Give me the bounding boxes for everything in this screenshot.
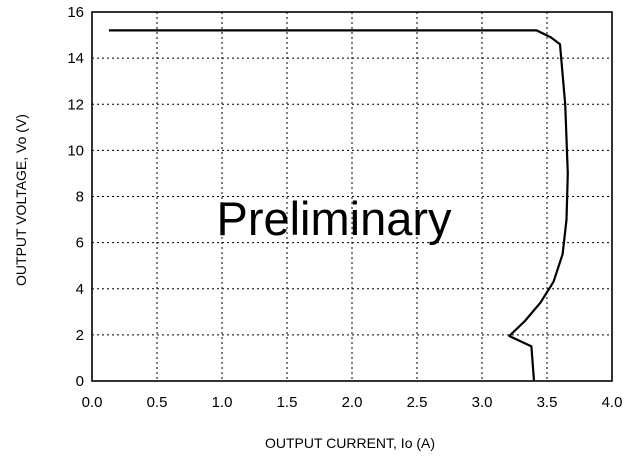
y-tick-label: 16 (67, 4, 84, 21)
plot-frame (91, 11, 613, 382)
y-tick-label: 14 (67, 50, 84, 67)
y-tick-label: 0 (76, 373, 84, 390)
x-tick-label: 3.0 (472, 394, 493, 411)
x-tick-label: 0.0 (82, 394, 103, 411)
x-axis-label: OUTPUT CURRENT, Io (A) (265, 435, 435, 451)
y-tick-label: 6 (76, 235, 84, 252)
x-tick-label: 4.0 (602, 394, 623, 411)
y-tick-label: 12 (67, 96, 84, 113)
series-layer (108, 29, 569, 382)
y-tick-labels: 0 2 4 6 8 10 12 14 16 (67, 4, 84, 390)
y-tick-label: 8 (76, 189, 84, 206)
series-line (108, 29, 569, 382)
x-tick-label: 2.0 (342, 394, 363, 411)
x-tick-label: 1.0 (212, 394, 233, 411)
x-tick-label: 3.5 (537, 394, 558, 411)
x-tick-labels: 0.0 0.5 1.0 1.5 2.0 2.5 3.0 3.5 4.0 (82, 394, 623, 411)
y-tick-label: 2 (76, 327, 84, 344)
x-tick-label: 1.5 (277, 394, 298, 411)
y-tick-label: 10 (67, 142, 84, 159)
y-axis-label: OUTPUT VOLTAGE, Vo (V) (13, 114, 29, 286)
grid (92, 12, 612, 381)
preliminary-watermark: Preliminary (216, 192, 452, 245)
x-tick-label: 0.5 (147, 394, 168, 411)
y-tick-label: 4 (76, 281, 84, 298)
x-tick-label: 2.5 (407, 394, 428, 411)
